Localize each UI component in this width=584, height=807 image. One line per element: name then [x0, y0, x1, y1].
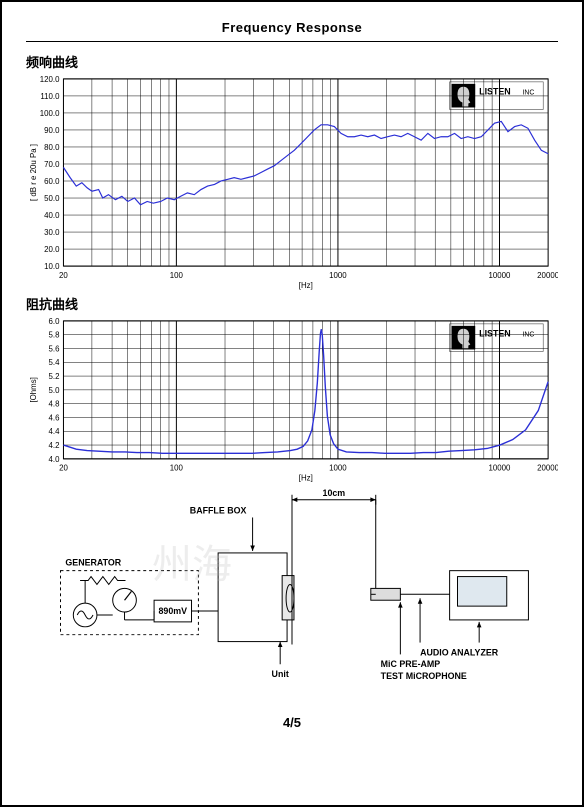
- freq-chart-svg: LISTENINC10.020.030.040.050.060.070.080.…: [26, 73, 558, 290]
- svg-text:4.0: 4.0: [49, 455, 61, 464]
- svg-text:100: 100: [170, 271, 184, 280]
- svg-text:INC: INC: [523, 90, 535, 97]
- setup-diagram-svg: 10cm BAFFLE BOX GENERATOR 890mV Unit TEST MiC…: [26, 482, 558, 709]
- svg-text:1000: 1000: [329, 463, 347, 472]
- svg-text:50.0: 50.0: [44, 194, 60, 203]
- svg-text:Unit: Unit: [272, 669, 289, 679]
- svg-text:6.0: 6.0: [49, 317, 61, 326]
- svg-text:[ dB r e 20u Pa ]: [ dB r e 20u Pa ]: [29, 144, 38, 201]
- svg-text:90.0: 90.0: [44, 126, 60, 135]
- svg-text:100: 100: [170, 463, 184, 472]
- page-number: 4/5: [26, 715, 558, 730]
- svg-text:20: 20: [59, 463, 68, 472]
- svg-text:5.2: 5.2: [49, 372, 60, 381]
- svg-text:10.0: 10.0: [44, 262, 60, 271]
- svg-text:4.4: 4.4: [49, 427, 61, 436]
- header-divider: [26, 41, 558, 42]
- svg-text:60.0: 60.0: [44, 177, 60, 186]
- svg-text:20000: 20000: [537, 463, 558, 472]
- svg-text:20: 20: [59, 271, 68, 280]
- svg-text:10000: 10000: [489, 463, 512, 472]
- svg-text:10cm: 10cm: [323, 488, 346, 498]
- imp-chart: LISTENINC4.04.24.44.64.85.05.25.45.65.86…: [26, 315, 558, 482]
- svg-text:[Ohms]: [Ohms]: [29, 377, 38, 402]
- svg-text:890mV: 890mV: [159, 606, 188, 616]
- svg-text:100.0: 100.0: [40, 109, 60, 118]
- setup-diagram: 10cm BAFFLE BOX GENERATOR 890mV Unit TEST MiC…: [26, 482, 558, 709]
- svg-text:4.8: 4.8: [49, 399, 61, 408]
- svg-text:20.0: 20.0: [44, 245, 60, 254]
- svg-text:5.6: 5.6: [49, 344, 61, 353]
- imp-chart-svg: LISTENINC4.04.24.44.64.85.05.25.45.65.86…: [26, 315, 558, 482]
- svg-text:5.4: 5.4: [49, 358, 61, 367]
- page-title: Frequency Response: [26, 20, 558, 41]
- svg-text:4.2: 4.2: [49, 441, 60, 450]
- svg-text:MiC PRE-AMP: MiC PRE-AMP: [381, 659, 441, 669]
- freq-section-label: 频响曲线: [26, 52, 558, 71]
- svg-text:GENERATOR: GENERATOR: [65, 558, 121, 568]
- svg-text:5.8: 5.8: [49, 330, 61, 339]
- svg-text:110.0: 110.0: [40, 92, 60, 101]
- svg-text:AUDIO ANALYZER: AUDIO ANALYZER: [420, 648, 499, 658]
- svg-text:40.0: 40.0: [44, 211, 60, 220]
- imp-section-label: 阻抗曲线: [26, 294, 558, 313]
- svg-text:4.6: 4.6: [49, 413, 61, 422]
- page-header: Frequency Response: [26, 20, 558, 42]
- svg-text:INC: INC: [523, 331, 535, 338]
- svg-text:1000: 1000: [329, 271, 347, 280]
- svg-text:[Hz]: [Hz]: [299, 281, 313, 290]
- freq-chart: LISTENINC10.020.030.040.050.060.070.080.…: [26, 73, 558, 290]
- svg-text:10000: 10000: [489, 271, 512, 280]
- svg-text:TEST MiCROPHONE: TEST MiCROPHONE: [381, 671, 467, 681]
- svg-text:120.0: 120.0: [40, 75, 60, 84]
- svg-text:20000: 20000: [537, 271, 558, 280]
- svg-text:70.0: 70.0: [44, 160, 60, 169]
- svg-text:30.0: 30.0: [44, 228, 60, 237]
- svg-text:80.0: 80.0: [44, 143, 60, 152]
- svg-text:5.0: 5.0: [49, 386, 61, 395]
- svg-text:[Hz]: [Hz]: [299, 473, 313, 482]
- svg-text:BAFFLE BOX: BAFFLE BOX: [190, 506, 247, 516]
